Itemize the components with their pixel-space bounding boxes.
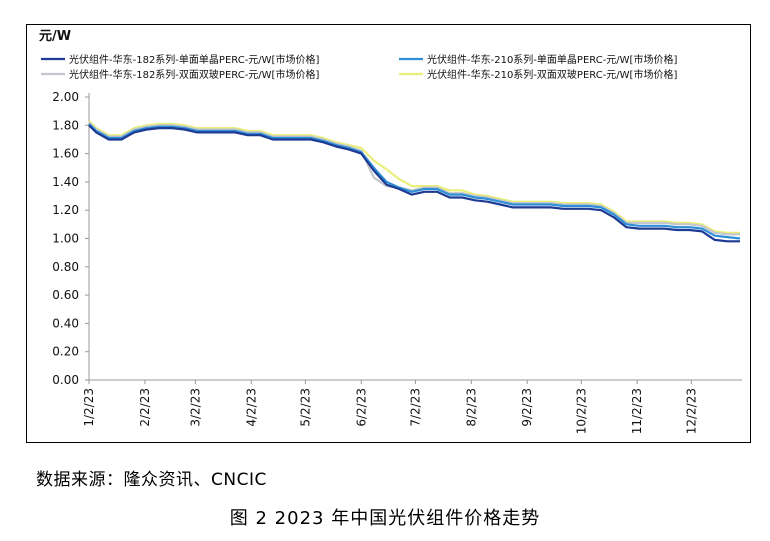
y-tick-label: 1.40 [52, 175, 79, 189]
y-tick-label: 1.00 [52, 232, 79, 246]
figure-caption: 图 2 2023 年中国光伏组件价格走势 [229, 508, 541, 529]
series-line-4 [88, 120, 740, 234]
legend-label-4: 光伏组件-华东-210系列-双面双玻PERC-元/W[市场价格] [427, 68, 677, 81]
y-tick-label: 2.00 [52, 90, 79, 104]
x-tick-label: 7/2/23 [408, 388, 422, 427]
x-tick-label: 4/2/23 [244, 388, 258, 427]
y-tick-label: 1.20 [52, 203, 79, 217]
line-chart: 元/W 光伏组件-华东-182系列-单面单晶PERC-元/W[市场价格] 光伏组件-… [39, 29, 742, 434]
chart-panel: 元/W 光伏组件-华东-182系列-单面单晶PERC-元/W[市场价格] 光伏组件-… [26, 24, 751, 443]
series-line-3 [88, 121, 740, 236]
x-tick-label: 1/2/23 [82, 388, 96, 427]
x-tick-label: 3/2/23 [188, 388, 202, 427]
source-note: 数据来源：隆众资讯、CNCIC [36, 470, 267, 490]
y-tick-label: 0.60 [52, 288, 79, 302]
legend-label-1: 光伏组件-华东-182系列-单面单晶PERC-元/W[市场价格] [69, 53, 319, 66]
y-tick-label: 0.80 [52, 260, 79, 274]
x-tick-label: 8/2/23 [464, 388, 478, 427]
y-tick-label: 0.00 [52, 373, 79, 387]
x-tick-label: 10/2/23 [574, 388, 588, 434]
series-line-2 [88, 123, 741, 240]
y-tick-label: 1.60 [52, 147, 79, 161]
y-tick-label: 0.40 [52, 316, 79, 330]
y-tick-label: 1.80 [52, 118, 79, 132]
x-tick-label: 11/2/23 [630, 388, 644, 434]
x-tick-label: 2/2/23 [138, 388, 152, 427]
y-unit-label: 元/W [39, 29, 71, 44]
legend-label-3: 光伏组件-华东-182系列-双面双玻PERC-元/W[市场价格] [69, 68, 319, 81]
y-tick-label: 0.20 [52, 345, 79, 359]
series-line-1 [88, 124, 740, 243]
legend-label-2: 光伏组件-华东-210系列-单面单晶PERC-元/W[市场价格] [427, 53, 677, 66]
x-tick-label: 5/2/23 [298, 388, 312, 427]
x-tick-label: 12/2/23 [684, 388, 698, 434]
x-tick-label: 9/2/23 [520, 388, 534, 427]
x-tick-label: 6/2/23 [354, 388, 368, 427]
